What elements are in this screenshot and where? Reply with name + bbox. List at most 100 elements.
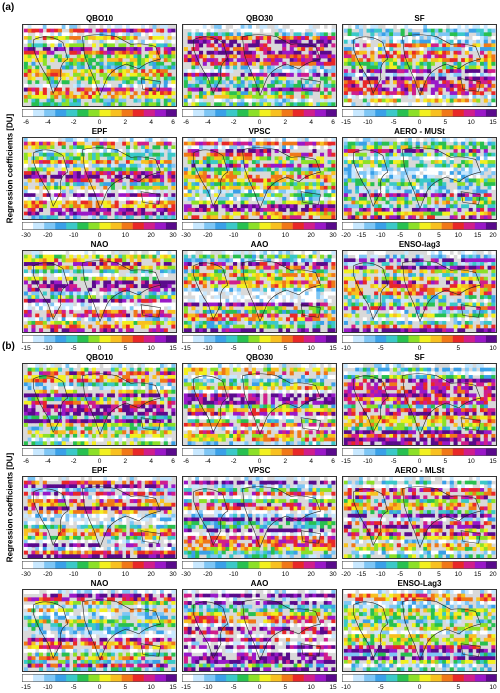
heatmap-cell [47,25,51,29]
colorbar-swatch [342,222,353,230]
heatmap-cell [28,258,32,262]
heatmap-cell [149,138,153,142]
heatmap-cell [431,167,435,171]
heatmap-cell [73,306,77,310]
heatmap-cell [263,299,267,303]
heatmap-cell [348,40,352,44]
heatmap-cell [218,288,222,292]
heatmap-cell [134,310,138,314]
heatmap-cell [450,25,454,29]
heatmap-cell [96,80,100,84]
heatmap-cell [454,99,458,103]
heatmap-cell [77,138,81,142]
heatmap-cell [88,54,92,58]
heatmap-cell [122,171,126,175]
heatmap-cell [229,95,233,99]
heatmap-cell [118,25,122,29]
heatmap-cell [442,25,446,29]
heatmap-cell [43,25,47,29]
heatmap-cell [263,88,267,92]
heatmap-cell [58,201,62,205]
heatmap-cell [58,269,62,273]
heatmap-cell [256,36,260,40]
heatmap-cell [92,138,96,142]
heatmap-cell [188,277,192,281]
heatmap-cell [160,182,164,186]
heatmap-cell [111,77,115,81]
heatmap-cell [168,51,172,55]
heatmap-cell [491,36,495,40]
heatmap-cell [134,153,138,157]
heatmap-cell [363,99,367,103]
heatmap-cell [382,95,386,99]
heatmap-cell [244,277,248,281]
heatmap-cell [141,215,145,219]
heatmap-cell [218,43,222,47]
heatmap-cell [457,99,461,103]
heatmap-cell [355,40,359,44]
heatmap-cell [275,186,279,190]
heatmap-cell [393,43,397,47]
heatmap-cell [54,160,58,164]
heatmap-cell [145,280,149,284]
heatmap-cell [244,25,248,29]
heatmap-cell [423,99,427,103]
heatmap-cell [73,95,77,99]
heatmap-cell [309,186,313,190]
heatmap-cell [39,306,43,310]
heatmap-cell [294,99,298,103]
heatmap-cell [442,212,446,216]
heatmap-cell [43,292,47,296]
heatmap-cell [397,99,401,103]
heatmap-cell [491,204,495,208]
heatmap-cell [382,212,386,216]
heatmap-cell [442,95,446,99]
heatmap-cell [84,160,88,164]
heatmap-cell [297,193,301,197]
heatmap-cell [28,295,32,299]
heatmap-cell [77,102,81,106]
heatmap-cell [450,167,454,171]
heatmap-cell [199,262,203,266]
heatmap-cell [480,29,484,33]
heatmap-cell [168,215,172,219]
heatmap-cell [282,145,286,149]
heatmap-cell [96,251,100,255]
heatmap-cell [122,277,126,281]
heatmap-cell [188,54,192,58]
colorbar-tick-label: 30 [329,232,336,239]
heatmap-cell [328,95,332,99]
heatmap-cell [107,284,111,288]
heatmap-cell [435,197,439,201]
heatmap-cell [115,156,119,160]
heatmap-cell [65,325,69,329]
heatmap-cell [156,66,160,70]
heatmap-cell [225,266,229,270]
heatmap-cell [431,58,435,62]
heatmap-cell [237,190,241,194]
heatmap-cell [374,193,378,197]
heatmap-cell [435,58,439,62]
heatmap-cell [115,269,119,273]
heatmap-cell [24,51,28,55]
heatmap-cell [294,84,298,88]
heatmap-cell [218,32,222,36]
heatmap-cell [294,266,298,270]
heatmap-cell [491,156,495,160]
heatmap-cell [199,280,203,284]
heatmap-cell [156,29,160,33]
heatmap-cell [367,208,371,212]
heatmap-cell [484,25,488,29]
heatmap-cell [389,32,393,36]
heatmap-cell [450,91,454,95]
heatmap-cell [244,215,248,219]
heatmap-cell [77,40,81,44]
heatmap-cell [488,182,492,186]
heatmap-cell [378,138,382,142]
heatmap-cell [62,171,66,175]
heatmap-cell [152,328,156,332]
heatmap-cell [282,262,286,266]
heatmap-cell [171,303,175,307]
colorbar-swatch [215,222,226,230]
heatmap-cell [156,91,160,95]
